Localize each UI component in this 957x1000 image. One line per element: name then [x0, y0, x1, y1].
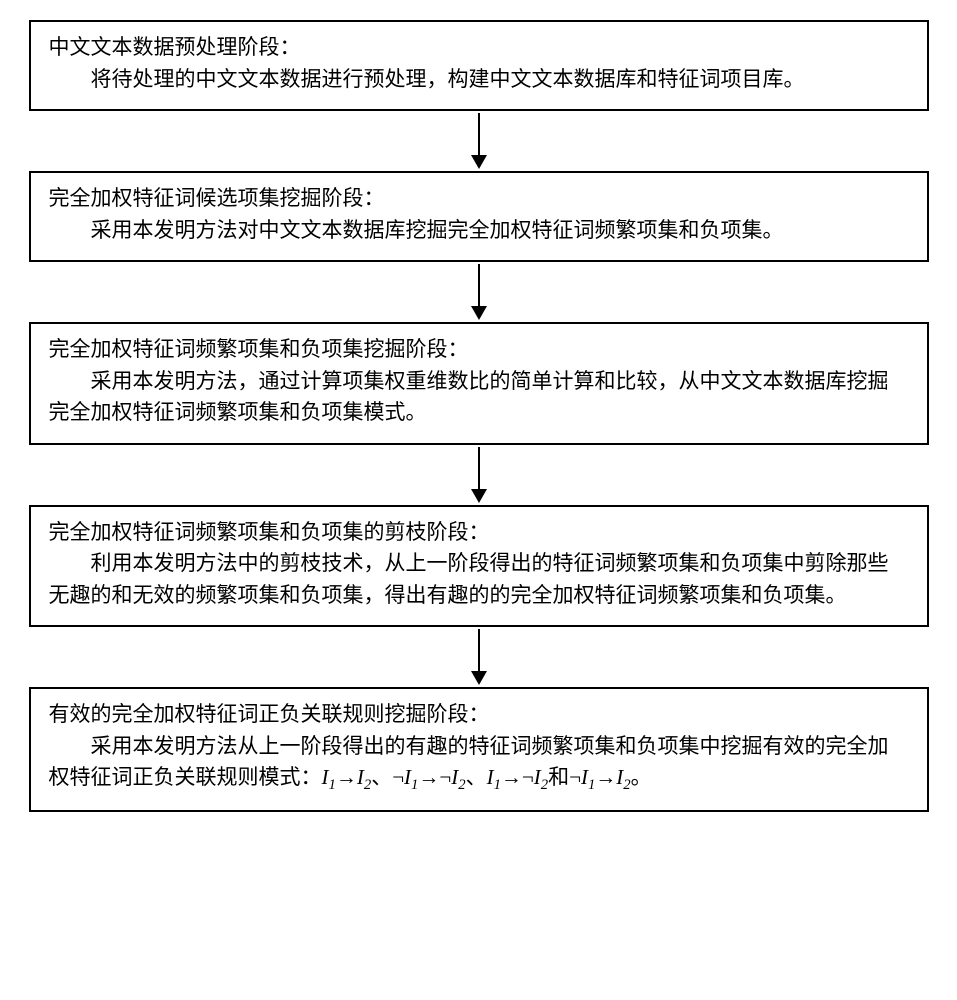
- stage-title: 完全加权特征词候选项集挖掘阶段：: [49, 183, 909, 215]
- arrow-icon: [471, 445, 487, 505]
- separator: 、: [466, 765, 487, 789]
- arrow-line: [478, 264, 480, 306]
- formula-2: ¬I1→¬I2: [392, 765, 465, 789]
- stage-box-5: 有效的完全加权特征词正负关联规则挖掘阶段： 采用本发明方法从上一阶段得出的有趣的…: [29, 687, 929, 812]
- arrow-icon: [471, 111, 487, 171]
- arrow-head: [471, 671, 487, 685]
- formula-4: ¬I1→I2: [569, 765, 631, 789]
- arrow-head: [471, 306, 487, 320]
- stage-title: 完全加权特征词频繁项集和负项集挖掘阶段：: [49, 334, 909, 366]
- arrow-icon: [471, 627, 487, 687]
- stage-body: 采用本发明方法从上一阶段得出的有趣的特征词频繁项集和负项集中挖掘有效的完全加权特…: [49, 731, 909, 797]
- period: 。: [631, 765, 652, 789]
- stage-title: 中文文本数据预处理阶段：: [49, 32, 909, 64]
- formula-3: I1→¬I2: [487, 765, 549, 789]
- stage-body: 利用本发明方法中的剪枝技术，从上一阶段得出的特征词频繁项集和负项集中剪除那些无趣…: [49, 548, 909, 611]
- arrow-head: [471, 489, 487, 503]
- stage-box-1: 中文文本数据预处理阶段： 将待处理的中文文本数据进行预处理，构建中文文本数据库和…: [29, 20, 929, 111]
- stage-body: 将待处理的中文文本数据进行预处理，构建中文文本数据库和特征词项目库。: [49, 64, 909, 96]
- stage-box-3: 完全加权特征词频繁项集和负项集挖掘阶段： 采用本发明方法，通过计算项集权重维数比…: [29, 322, 929, 445]
- stage-title: 完全加权特征词频繁项集和负项集的剪枝阶段：: [49, 517, 909, 549]
- arrow-line: [478, 113, 480, 155]
- and-text: 和: [548, 765, 569, 789]
- arrow-line: [478, 447, 480, 489]
- formula-1: I1→I2: [322, 765, 372, 789]
- arrow-line: [478, 629, 480, 671]
- stage-body: 采用本发明方法，通过计算项集权重维数比的简单计算和比较，从中文文本数据库挖掘完全…: [49, 366, 909, 429]
- flowchart-container: 中文文本数据预处理阶段： 将待处理的中文文本数据进行预处理，构建中文文本数据库和…: [20, 20, 937, 812]
- stage-box-4: 完全加权特征词频繁项集和负项集的剪枝阶段： 利用本发明方法中的剪枝技术，从上一阶…: [29, 505, 929, 628]
- arrow-head: [471, 155, 487, 169]
- arrow-icon: [471, 262, 487, 322]
- separator: 、: [371, 765, 392, 789]
- stage-box-2: 完全加权特征词候选项集挖掘阶段： 采用本发明方法对中文文本数据库挖掘完全加权特征…: [29, 171, 929, 262]
- stage-body: 采用本发明方法对中文文本数据库挖掘完全加权特征词频繁项集和负项集。: [49, 215, 909, 247]
- stage-title: 有效的完全加权特征词正负关联规则挖掘阶段：: [49, 699, 909, 731]
